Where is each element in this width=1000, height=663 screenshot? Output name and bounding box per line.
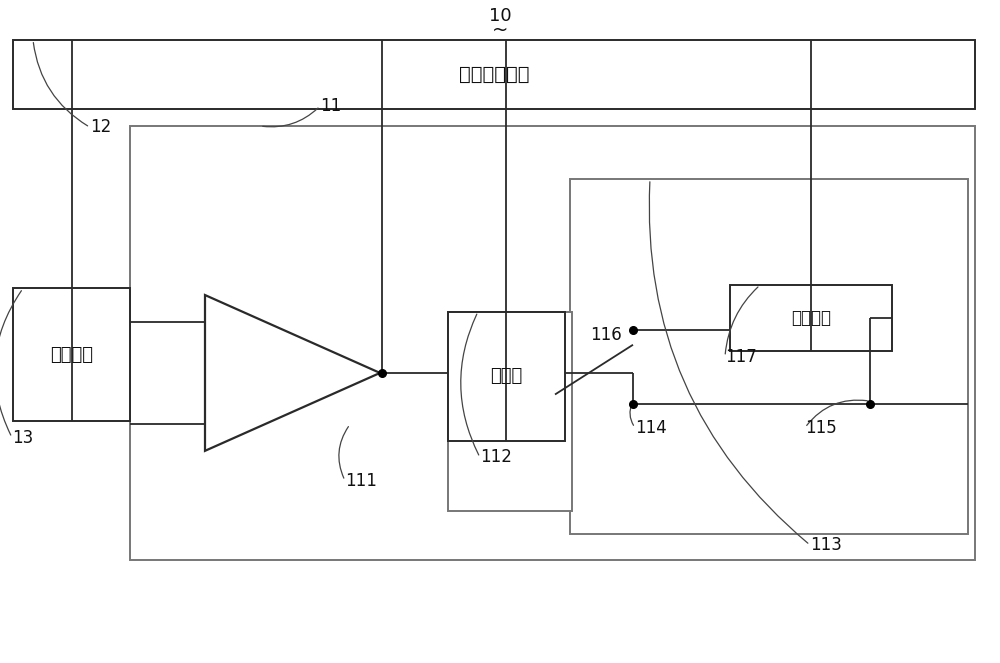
Bar [13,288,130,421]
Text: 软件控制电路: 软件控制电路 [459,65,529,84]
Text: 12: 12 [90,118,111,137]
Bar [130,126,975,560]
Text: 117: 117 [725,347,757,366]
Bar [730,285,892,351]
Bar [448,312,565,441]
Text: 111: 111 [345,471,377,490]
Text: 11: 11 [320,97,341,115]
Text: 114: 114 [635,418,667,437]
Text: 113: 113 [810,536,842,554]
Text: 可调电路: 可调电路 [791,309,831,328]
Bar [448,312,572,511]
Bar [13,40,975,109]
Text: ~: ~ [492,21,508,40]
Text: 116: 116 [590,326,622,344]
Text: 检测电路: 检测电路 [50,345,93,364]
Text: 115: 115 [805,418,837,437]
Text: 锁存器: 锁存器 [490,367,523,385]
Text: 10: 10 [489,7,511,25]
Text: 112: 112 [480,448,512,467]
Text: 13: 13 [12,428,33,447]
Bar [570,179,968,534]
